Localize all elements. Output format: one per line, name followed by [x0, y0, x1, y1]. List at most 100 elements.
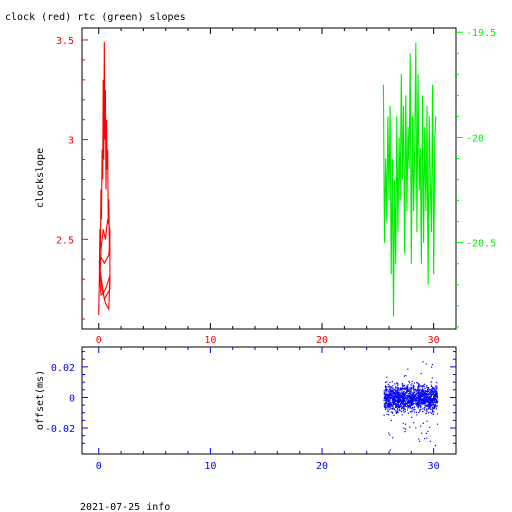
offset-point	[383, 396, 386, 398]
offset-point	[388, 394, 391, 396]
offset-point	[407, 389, 409, 391]
offset-point	[416, 404, 418, 406]
offset-point	[391, 403, 393, 405]
slopes-right-tick-label: -20.5	[466, 239, 496, 250]
offset-point	[435, 385, 437, 387]
offset-point	[424, 383, 426, 385]
offset-point	[393, 408, 396, 410]
offset-point	[413, 411, 416, 413]
offset-point	[410, 390, 412, 392]
offset-point	[398, 387, 400, 389]
offset-point	[387, 396, 390, 398]
offset-point	[409, 411, 411, 413]
offset-point	[393, 402, 395, 404]
offset-point	[410, 397, 412, 399]
offset-point	[411, 404, 413, 406]
offset-point	[418, 383, 420, 385]
offset-y-tick-label: 0	[69, 393, 75, 404]
offset-point	[432, 387, 434, 389]
offset-point	[389, 395, 391, 397]
offset-point	[420, 403, 422, 405]
offset-point	[406, 389, 408, 391]
offset-point	[416, 396, 419, 398]
offset-point	[405, 401, 407, 404]
offset-point	[434, 405, 437, 407]
offset-point	[422, 385, 424, 387]
offset-point	[389, 392, 392, 394]
offset-point	[421, 389, 424, 391]
offset-point	[407, 368, 409, 370]
offset-point	[399, 394, 401, 397]
offset-point	[385, 393, 387, 395]
slopes-panel: clockslope 0 10 20 30 2.5 3 3.5 -19.5 -20 -20.5	[35, 27, 496, 346]
offset-point	[400, 387, 402, 389]
offset-point	[398, 406, 401, 408]
offset-point	[388, 390, 390, 392]
offset-point	[433, 411, 435, 413]
offset-point	[421, 398, 423, 400]
offset-point	[417, 386, 419, 388]
offset-point	[424, 405, 426, 407]
offset-point	[417, 403, 419, 406]
offset-point	[407, 402, 409, 404]
offset-point	[432, 399, 434, 401]
offset-point	[424, 401, 426, 403]
offset-point	[421, 403, 423, 405]
offset-point	[416, 402, 418, 404]
offset-point	[432, 402, 434, 405]
offset-point	[383, 390, 385, 392]
offset-point	[429, 440, 431, 442]
offset-point	[428, 399, 430, 401]
offset-point	[432, 409, 434, 411]
offset-point	[405, 423, 407, 425]
offset-point	[417, 392, 419, 394]
offset-point	[412, 398, 415, 400]
slopes-marks: 0 10 20 30 2.5 3 3.5 -19.5 -20 -20.5	[56, 28, 496, 346]
offset-point	[429, 399, 431, 402]
offset-point	[397, 411, 399, 413]
offset-point	[428, 408, 430, 410]
offset-point	[415, 403, 417, 405]
offset-point	[417, 394, 419, 396]
rtc-slope-line	[382, 42, 437, 317]
offset-point	[430, 381, 432, 383]
offset-point	[418, 395, 420, 397]
offset-point	[433, 390, 435, 392]
offset-point	[405, 375, 407, 377]
offset-point	[398, 392, 400, 394]
offset-point	[435, 391, 437, 393]
offset-x-tick-label: 20	[316, 461, 328, 472]
offset-point	[424, 394, 426, 396]
offset-point	[412, 388, 414, 390]
offset-point	[427, 412, 429, 414]
offset-point	[409, 387, 411, 389]
offset-point	[396, 396, 399, 398]
offset-point	[428, 405, 430, 407]
offset-point	[434, 403, 437, 405]
offset-point	[383, 400, 385, 402]
offset-point	[416, 400, 418, 402]
offset-point	[417, 385, 419, 387]
offset-point	[431, 404, 433, 406]
offset-y-tick-label: -0.02	[45, 424, 75, 435]
offset-point	[434, 444, 436, 447]
offset-point	[420, 390, 422, 392]
offset-point	[416, 396, 418, 398]
offset-point	[400, 388, 402, 390]
offset-point	[424, 399, 426, 401]
offset-point	[391, 396, 393, 398]
offset-point	[417, 394, 419, 396]
offset-point	[400, 397, 402, 399]
offset-point	[412, 399, 414, 402]
offset-point	[412, 384, 414, 386]
offset-point	[407, 399, 409, 401]
offset-point	[417, 398, 419, 400]
offset-point	[413, 396, 415, 398]
offset-point	[387, 395, 389, 398]
offset-point	[393, 399, 395, 401]
offset-point	[413, 399, 415, 401]
offset-point	[427, 399, 429, 401]
offset-point	[389, 389, 391, 391]
offset-point	[403, 375, 405, 377]
offset-point	[408, 406, 410, 408]
